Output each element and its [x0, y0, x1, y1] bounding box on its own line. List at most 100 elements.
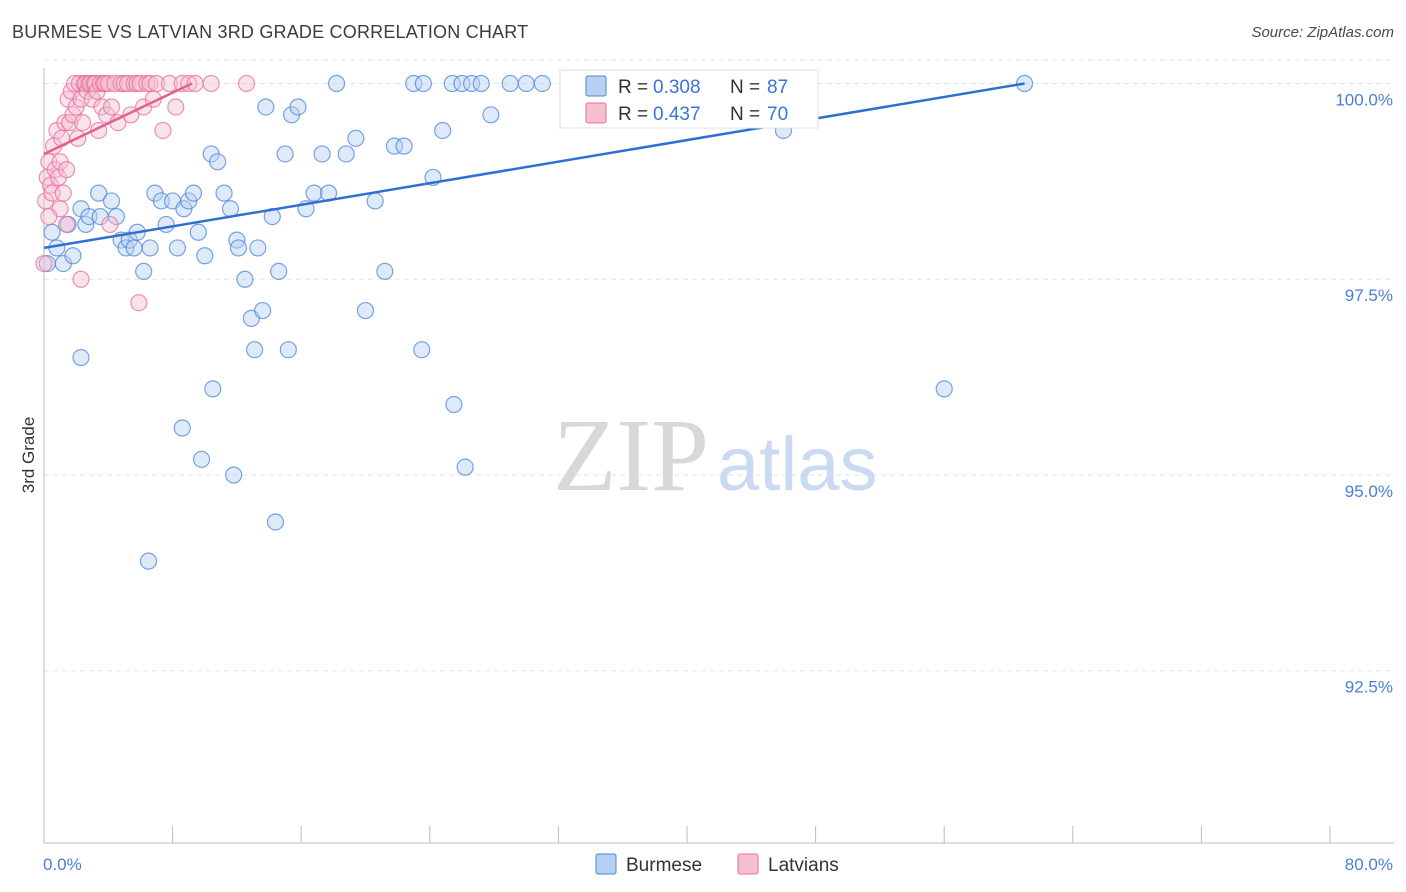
burmese-point: [102, 192, 121, 210]
watermark: ZIP atlas: [553, 398, 878, 513]
watermark-atlas: atlas: [717, 422, 878, 507]
burmese-point: [204, 380, 222, 398]
burmese-point: [347, 129, 365, 147]
burmese-point: [405, 74, 423, 93]
burmese-point: [135, 262, 153, 281]
burmese-point: [279, 341, 297, 359]
burmese-point: [356, 301, 375, 320]
burmese-r-value: 0.308: [653, 77, 701, 98]
burmese-point: [453, 74, 471, 93]
latvian-series-swatch: [737, 853, 759, 875]
burmese-legend-swatch: [585, 75, 607, 97]
burmese-point: [501, 74, 519, 93]
grid-lines: [44, 59, 1394, 672]
burmese-point: [257, 98, 275, 116]
series-legend: Burmese Latvians: [595, 853, 839, 876]
latvian-point: [54, 184, 72, 202]
burmese-point: [157, 215, 175, 234]
burmese-series-swatch: [595, 853, 617, 875]
burmese-point: [90, 184, 108, 202]
burmese-point: [43, 223, 61, 241]
latvian-point: [130, 294, 148, 312]
burmese-point: [289, 98, 307, 116]
burmese-trend-line: [43, 82, 1025, 250]
burmese-n-label: N =: [730, 77, 760, 98]
burmese-point: [935, 380, 953, 398]
latvian-point: [35, 254, 53, 273]
burmese-point: [249, 239, 267, 257]
chart-title: BURMESE VS LATVIAN 3RD GRADE CORRELATION…: [12, 22, 529, 42]
y-tick-label: 92.5%: [1345, 678, 1393, 697]
burmese-point: [189, 223, 207, 241]
burmese-point: [270, 262, 288, 281]
burmese-point: [221, 200, 240, 218]
y-tick-label: 95.0%: [1345, 482, 1393, 501]
burmese-point: [456, 458, 474, 476]
burmese-r-label: R =: [618, 77, 648, 98]
burmese-point: [517, 74, 535, 93]
burmese-point: [376, 262, 394, 281]
y-tick-label: 100.0%: [1335, 90, 1393, 109]
latvian-point: [57, 161, 76, 179]
burmese-point: [139, 552, 158, 570]
burmese-point: [229, 239, 248, 257]
latvian-point: [73, 114, 92, 132]
latvian-point: [147, 74, 166, 93]
burmese-point: [215, 184, 233, 202]
trend-lines: [43, 82, 1025, 250]
burmese-point: [305, 184, 323, 202]
burmese-point: [482, 106, 500, 124]
burmese-n-value: 87: [767, 77, 788, 98]
latvian-point: [106, 74, 124, 93]
latvian-point: [101, 215, 119, 234]
burmese-point: [64, 247, 82, 265]
burmese-point: [72, 348, 90, 367]
burmese-points: [38, 74, 1034, 570]
x-tick-label-min: 0.0%: [43, 855, 82, 874]
burmese-point: [434, 121, 452, 140]
burmese-point: [533, 74, 551, 93]
latvian-point: [237, 74, 256, 93]
axes: [43, 68, 1394, 844]
burmese-point: [366, 192, 384, 210]
burmese-point: [196, 247, 214, 265]
latvian-trend-line: [43, 82, 193, 156]
burmese-point: [443, 74, 461, 93]
latvian-r-value: 0.437: [653, 104, 701, 125]
latvian-point: [102, 98, 121, 116]
latvian-point: [160, 74, 178, 93]
burmese-point: [385, 137, 404, 155]
burmese-point: [276, 145, 294, 163]
burmese-point: [472, 74, 490, 93]
burmese-series-label: Burmese: [626, 855, 702, 876]
latvian-point: [202, 74, 220, 93]
burmese-point: [192, 450, 211, 468]
burmese-point: [395, 137, 413, 155]
x-tick-label-max: 80.0%: [1345, 855, 1393, 874]
burmese-point: [168, 239, 187, 257]
burmese-point: [254, 301, 272, 320]
burmese-point: [125, 239, 143, 257]
burmese-point: [413, 341, 431, 359]
latvian-point: [40, 208, 58, 226]
latvian-legend-swatch: [585, 102, 607, 124]
burmese-point: [266, 513, 285, 531]
latvian-series-label: Latvians: [768, 855, 839, 876]
latvian-point: [72, 270, 90, 288]
burmese-point: [414, 74, 432, 93]
latvian-point: [57, 215, 76, 234]
burmese-point: [225, 466, 243, 484]
burmese-point: [209, 153, 227, 171]
latvian-point: [154, 121, 172, 140]
burmese-point: [245, 341, 264, 359]
latvian-n-value: 70: [767, 104, 788, 125]
burmese-point: [462, 74, 481, 93]
burmese-point: [327, 74, 346, 93]
latvian-r-label: R =: [618, 104, 648, 125]
burmese-point: [236, 270, 254, 288]
y-axis-title: 3rd Grade: [19, 417, 38, 494]
y-tick-labels: 100.0% 97.5% 95.0% 92.5%: [1335, 90, 1393, 696]
burmese-point: [337, 145, 355, 163]
burmese-point: [141, 239, 159, 257]
